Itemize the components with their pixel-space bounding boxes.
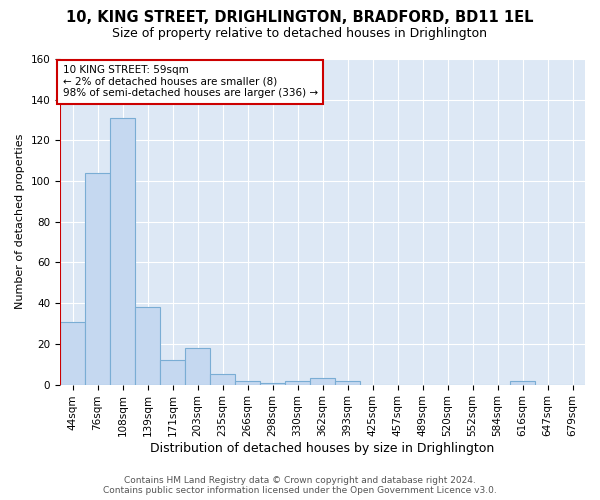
Bar [335, 380, 360, 384]
Bar [210, 374, 235, 384]
Bar [185, 348, 210, 385]
Text: Size of property relative to detached houses in Drighlington: Size of property relative to detached ho… [113, 28, 487, 40]
Y-axis label: Number of detached properties: Number of detached properties [15, 134, 25, 310]
X-axis label: Distribution of detached houses by size in Drighlington: Distribution of detached houses by size … [151, 442, 494, 455]
Bar [60, 322, 85, 384]
Bar [160, 360, 185, 384]
Text: 10, KING STREET, DRIGHLINGTON, BRADFORD, BD11 1EL: 10, KING STREET, DRIGHLINGTON, BRADFORD,… [66, 10, 534, 25]
Bar [110, 118, 135, 384]
Bar [310, 378, 335, 384]
Bar [285, 380, 310, 384]
Bar [235, 380, 260, 384]
Bar [135, 308, 160, 384]
Text: Contains HM Land Registry data © Crown copyright and database right 2024.
Contai: Contains HM Land Registry data © Crown c… [103, 476, 497, 495]
Bar [85, 173, 110, 384]
Bar [260, 382, 285, 384]
Bar [510, 380, 535, 384]
Text: 10 KING STREET: 59sqm
← 2% of detached houses are smaller (8)
98% of semi-detach: 10 KING STREET: 59sqm ← 2% of detached h… [62, 65, 317, 98]
